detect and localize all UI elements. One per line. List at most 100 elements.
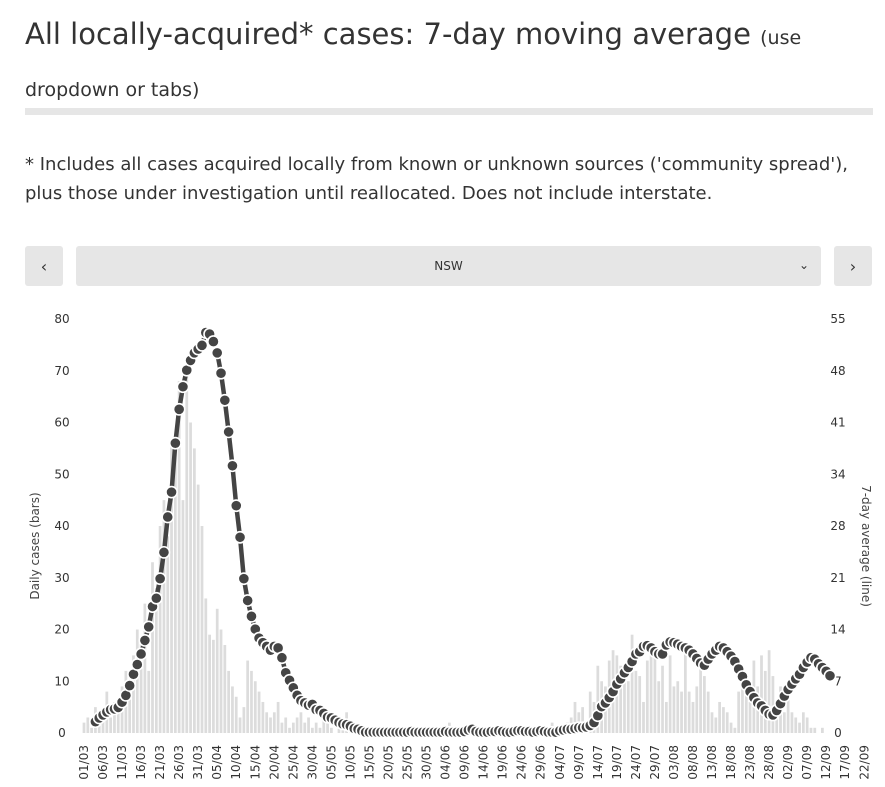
daily-case-bar — [151, 562, 154, 733]
daily-case-bar — [288, 727, 291, 733]
daily-case-bar — [714, 717, 718, 733]
state-dropdown[interactable]: NSW ⌄ — [76, 246, 821, 286]
left-tick-label: 20 — [54, 623, 69, 637]
daily-case-bar — [767, 650, 771, 733]
daily-case-bar — [200, 526, 204, 733]
daily-case-bar — [154, 588, 158, 733]
x-tick-label: 11/03 — [115, 745, 129, 780]
x-tick-label: 30/04 — [305, 745, 319, 780]
daily-case-bar — [771, 676, 775, 733]
average-point — [214, 366, 228, 380]
average-point — [157, 545, 171, 559]
x-tick-label: 20/04 — [267, 745, 281, 780]
daily-case-bar — [699, 665, 702, 733]
left-axis-label: Daily cases (bars) — [28, 492, 42, 599]
daily-case-bar — [177, 381, 181, 733]
daily-case-bar — [189, 422, 192, 733]
average-point — [165, 485, 178, 499]
daily-case-bar — [196, 484, 200, 733]
x-tick-label: 23/08 — [743, 745, 757, 780]
daily-case-bar — [265, 712, 269, 733]
footnote: * Includes all cases acquired locally fr… — [25, 154, 848, 204]
average-point — [149, 591, 163, 605]
average-point — [195, 338, 209, 352]
daily-case-bar — [638, 676, 642, 733]
daily-case-bar — [661, 665, 664, 733]
daily-case-bar — [634, 670, 638, 733]
daily-case-bar — [821, 727, 824, 733]
average-point — [153, 572, 167, 586]
daily-case-bar — [238, 717, 242, 733]
average-point — [207, 335, 220, 348]
daily-case-bar — [116, 712, 120, 733]
daily-case-bar — [185, 370, 189, 733]
average-point — [237, 572, 251, 586]
left-tick-label: 80 — [54, 312, 69, 326]
x-tick-label: 06/03 — [96, 745, 110, 780]
daily-case-bar — [204, 598, 208, 733]
title-divider — [25, 108, 873, 115]
daily-case-bar — [272, 712, 276, 733]
average-point — [275, 651, 289, 665]
average-point — [134, 647, 148, 661]
right-tick-label: 28 — [830, 519, 845, 533]
daily-case-bar — [227, 670, 230, 733]
right-tick-label: 21 — [830, 571, 845, 585]
daily-case-bar — [261, 701, 265, 733]
x-tick-label: 29/07 — [648, 745, 662, 780]
title-hint: (use dropdown or tabs) — [25, 27, 802, 101]
daily-case-bar — [596, 665, 600, 733]
next-state-button[interactable]: › — [834, 246, 872, 286]
daily-case-bar — [741, 686, 744, 733]
daily-case-bar — [212, 639, 215, 733]
x-tick-label: 28/08 — [762, 745, 776, 780]
daily-case-bar — [113, 701, 116, 733]
daily-case-bar — [223, 645, 227, 733]
daily-case-bar — [97, 722, 101, 733]
daily-case-bar — [326, 722, 329, 733]
daily-case-bar — [588, 691, 592, 733]
daily-case-bar — [813, 727, 817, 733]
daily-case-bar — [170, 443, 173, 733]
daily-case-bar — [86, 717, 90, 733]
daily-case-bar — [729, 722, 733, 733]
daily-case-bar — [748, 701, 752, 733]
daily-case-bar — [676, 681, 680, 733]
x-tick-label: 03/08 — [667, 745, 681, 780]
daily-case-bar — [208, 634, 211, 733]
daily-case-bar — [782, 712, 786, 733]
right-tick-label: 41 — [830, 416, 845, 430]
daily-case-bar — [737, 691, 741, 733]
right-tick-label: 14 — [830, 623, 845, 637]
daily-case-bar — [109, 717, 113, 733]
daily-case-bar — [725, 712, 729, 733]
cases-chart: 0 10 20 30 40 50 60 70 80 0 7 14 21 28 34 41 48 55 01/03… — [28, 312, 873, 780]
daily-case-bar — [805, 717, 809, 733]
daily-case-bar — [250, 670, 253, 733]
daily-case-bar — [718, 701, 721, 733]
left-axis-ticks: 0 10 20 30 40 50 60 70 80 — [54, 312, 69, 740]
left-tick-label: 30 — [54, 571, 69, 585]
daily-case-bar — [143, 603, 147, 734]
average-point — [168, 436, 182, 450]
previous-state-button[interactable]: ‹ — [25, 246, 63, 286]
daily-case-bar — [710, 712, 714, 733]
x-tick-label: 20/05 — [382, 745, 396, 780]
title-main: All locally-acquired* cases: 7-day movin… — [25, 17, 751, 51]
x-tick-label: 19/07 — [610, 745, 624, 780]
daily-case-bar — [269, 717, 272, 733]
x-tick-label: 31/03 — [191, 745, 205, 780]
left-tick-label: 10 — [54, 674, 69, 688]
daily-case-bar — [645, 660, 649, 733]
daily-case-bar — [801, 712, 805, 733]
daily-case-bar — [794, 717, 798, 733]
right-axis-ticks: 0 7 14 21 28 34 41 48 55 — [830, 312, 845, 740]
daily-case-bar — [242, 707, 246, 734]
x-tick-label: 09/07 — [572, 745, 586, 780]
state-dropdown-value: NSW — [434, 259, 463, 273]
daily-case-bar — [703, 676, 706, 733]
right-tick-label: 55 — [830, 312, 845, 326]
x-tick-label: 05/04 — [210, 745, 224, 780]
x-tick-label: 10/04 — [229, 745, 243, 780]
daily-case-bar — [257, 691, 261, 733]
